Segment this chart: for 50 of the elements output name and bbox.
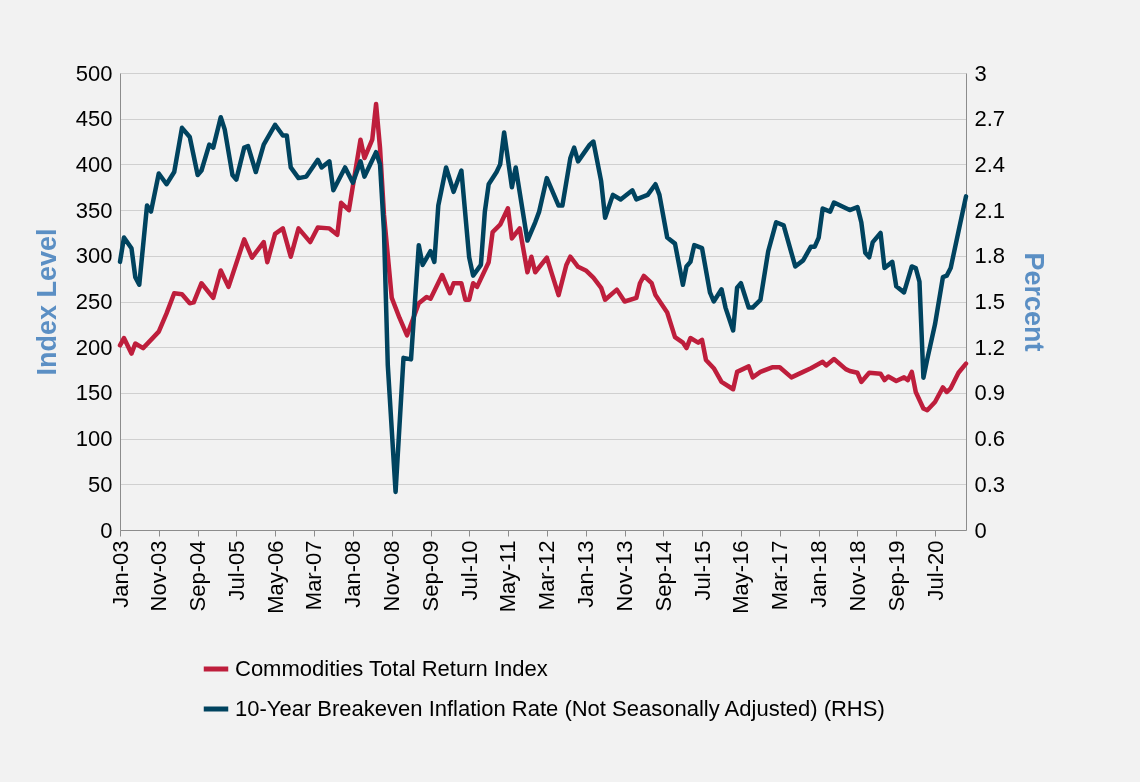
x-tick-label: Jul-20 bbox=[922, 540, 948, 601]
y-tick-label: 50 bbox=[88, 471, 113, 497]
y2-tick-label: 2.4 bbox=[974, 151, 1006, 177]
x-tick-label: Nov-03 bbox=[146, 540, 172, 612]
y-tick-label: 250 bbox=[75, 289, 113, 314]
x-tick-label: Mar-12 bbox=[534, 540, 560, 611]
y2-tick-label: 3 bbox=[974, 60, 987, 86]
y-tick-label: 350 bbox=[75, 197, 113, 223]
x-tick-label: Jul-15 bbox=[689, 540, 715, 601]
line-series bbox=[117, 114, 969, 495]
y-tick-label: 400 bbox=[75, 151, 113, 177]
y2-tick-label: 0.3 bbox=[974, 471, 1006, 497]
x-tick-label: Mar-17 bbox=[767, 540, 793, 611]
x-tick-label: May-11 bbox=[495, 540, 521, 613]
x-tick-label: Sep-09 bbox=[418, 540, 444, 612]
x-tick-label: Mar-07 bbox=[301, 540, 327, 611]
x-tick-label: Jan-08 bbox=[340, 540, 366, 608]
y-tick-label: 0 bbox=[100, 517, 113, 543]
y-tick-label: 200 bbox=[75, 334, 113, 360]
y2-tick-label: 2.7 bbox=[974, 106, 1006, 132]
y2-tick-label: 1.2 bbox=[974, 334, 1006, 360]
y-tick-label: 100 bbox=[75, 426, 113, 452]
y2-tick-label: 0 bbox=[974, 517, 987, 543]
x-tick-label: Nov-08 bbox=[379, 540, 405, 612]
legend-label: Commodities Total Return Index bbox=[235, 656, 548, 681]
y-tick-label: 500 bbox=[75, 60, 113, 86]
legend-label: 10-Year Breakeven Inflation Rate (Not Seasonally Adjusted) (RHS) bbox=[235, 696, 885, 721]
y2-tick-label: 1.8 bbox=[974, 243, 1006, 269]
y2-tick-label: 0.9 bbox=[974, 380, 1006, 406]
y2-tick-label: 0.6 bbox=[974, 426, 1006, 452]
x-tick-label: Jul-05 bbox=[223, 540, 249, 601]
x-tick-label: Sep-14 bbox=[650, 540, 676, 612]
x-tick-label: Jul-10 bbox=[456, 540, 482, 601]
y2-tick-label: 2.1 bbox=[974, 197, 1006, 223]
line-series bbox=[117, 101, 969, 413]
x-tick-label: Sep-19 bbox=[883, 540, 909, 612]
x-tick-label: Jan-18 bbox=[806, 540, 832, 608]
y-tick-label: 150 bbox=[75, 380, 113, 406]
y-axis-title: Index Level bbox=[31, 228, 62, 376]
y2-axis-title: Percent bbox=[1019, 252, 1050, 352]
y-tick-label: 300 bbox=[75, 243, 113, 269]
x-tick-label: May-06 bbox=[262, 540, 288, 614]
x-tick-label: Sep-04 bbox=[185, 540, 211, 612]
x-tick-label: Nov-13 bbox=[612, 540, 638, 612]
x-tick-label: Nov-18 bbox=[844, 540, 870, 612]
y-tick-label: 450 bbox=[75, 106, 113, 132]
y2-tick-label: 1.5 bbox=[974, 289, 1006, 314]
x-tick-label: Jan-03 bbox=[107, 540, 133, 608]
x-tick-label: May-16 bbox=[728, 540, 754, 614]
x-tick-label: Jan-13 bbox=[573, 540, 599, 608]
